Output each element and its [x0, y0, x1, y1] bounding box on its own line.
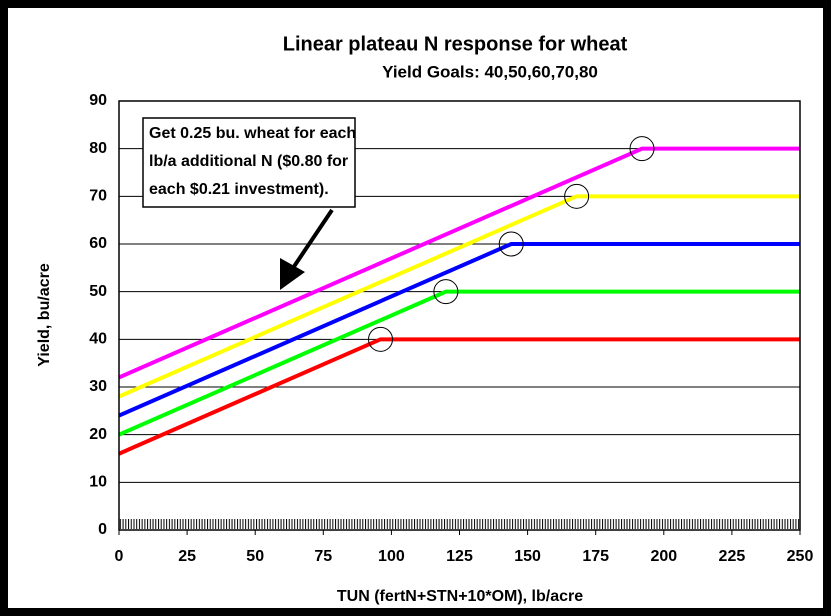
x-tick-label: 0	[115, 548, 124, 565]
plateau-marker	[564, 183, 590, 209]
y-tick-label: 50	[89, 283, 107, 300]
x-tick-label: 125	[446, 548, 473, 565]
arrow-shaft	[291, 208, 334, 270]
y-tick-label: 40	[89, 331, 107, 348]
y-tick-label: 70	[89, 188, 107, 205]
y-tick-label: 60	[89, 235, 107, 252]
y-axis-label: Yield, bu/acre	[36, 263, 53, 367]
x-tick-label: 250	[787, 548, 814, 565]
x-tick-label: 25	[178, 548, 196, 565]
series-line	[118, 146, 800, 380]
x-tick-label: 200	[650, 548, 677, 565]
plateau-marker	[433, 279, 459, 305]
series-line	[118, 242, 800, 418]
y-tick-label: 10	[89, 474, 107, 491]
annotation-line: Get 0.25 bu. wheat for each	[149, 125, 356, 142]
chart-subtitle: Yield Goals: 40,50,60,70,80	[382, 62, 598, 81]
plot-frame	[118, 100, 801, 531]
chart-title: Linear plateau N response for wheat	[283, 33, 628, 55]
arrow-head	[280, 258, 305, 290]
y-tick-label: 90	[89, 92, 107, 109]
plateau-marker	[368, 326, 394, 352]
x-tick-label: 50	[246, 548, 264, 565]
annotation-line: each $0.21 investment).	[149, 181, 329, 198]
plateau-marker	[498, 231, 524, 257]
x-tick-label: 175	[582, 548, 609, 565]
x-tick-label: 225	[719, 548, 746, 565]
series-line	[118, 289, 800, 437]
annotation-box	[142, 117, 356, 208]
x-axis-label: TUN (fertN+STN+10*OM), lb/acre	[337, 588, 583, 605]
series-line	[118, 337, 800, 456]
plateau-marker	[629, 136, 655, 162]
y-tick-label: 80	[89, 140, 107, 157]
y-tick-label: 30	[89, 378, 107, 395]
annotation-line: lb/a additional N ($0.80 for	[149, 153, 348, 170]
x-tick-label: 75	[314, 548, 332, 565]
y-tick-label: 0	[98, 521, 107, 538]
x-tick-label: 100	[378, 548, 405, 565]
y-tick-label: 20	[89, 426, 107, 443]
minor-ticks	[119, 519, 800, 529]
x-tick-label: 150	[514, 548, 541, 565]
series-line	[118, 194, 800, 399]
